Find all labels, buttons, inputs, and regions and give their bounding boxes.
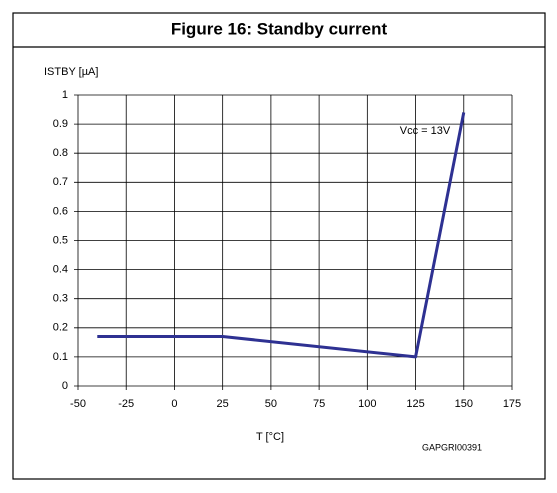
x-tick-label: -25 <box>118 398 134 410</box>
y-tick-label: 1 <box>62 89 68 101</box>
y-tick-label: 0.3 <box>53 293 68 305</box>
x-tick-label: 50 <box>265 398 277 410</box>
y-tick-label: 0.9 <box>53 118 68 130</box>
y-tick-label: 0.8 <box>53 147 68 159</box>
y-tick-label: 0.2 <box>53 322 68 334</box>
chart-title: Figure 16: Standby current <box>171 19 388 38</box>
x-tick-label: 0 <box>171 398 177 410</box>
frame <box>12 12 546 480</box>
series-label: Vcc = 13V <box>400 125 451 137</box>
y-tick-label: 0.1 <box>53 351 68 363</box>
y-tick-label: 0.6 <box>53 205 68 217</box>
x-tick-label: 75 <box>313 398 325 410</box>
x-tick-label: 125 <box>406 398 424 410</box>
y-tick-label: 0.5 <box>53 234 68 246</box>
x-tick-label: 25 <box>217 398 229 410</box>
y-tick-label: 0.4 <box>53 264 68 276</box>
x-tick-label: -50 <box>70 398 86 410</box>
y-axis-label: ISTBY [µA] <box>44 66 98 78</box>
data-line <box>97 112 466 359</box>
x-tick-label: 150 <box>455 398 473 410</box>
y-tick-label: 0.7 <box>53 176 68 188</box>
x-tick-label: 175 <box>503 398 521 410</box>
figure-code: GAPGRI00391 <box>422 442 482 452</box>
x-axis-label: T [°C] <box>256 431 284 443</box>
x-tick-label: 100 <box>358 398 376 410</box>
y-tick-label: 0 <box>62 380 68 392</box>
